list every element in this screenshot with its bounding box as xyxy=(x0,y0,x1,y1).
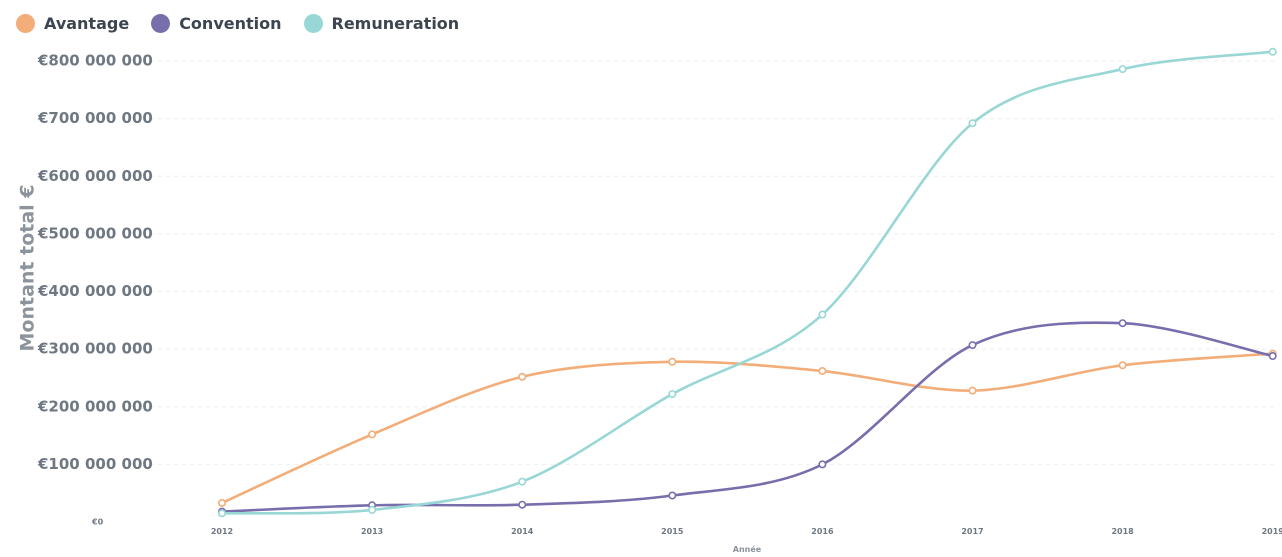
series-lines xyxy=(218,47,1277,518)
grid-lines xyxy=(150,60,1278,465)
y-tick-label: €100 000 000 xyxy=(37,455,153,473)
y-tick-label: €200 000 000 xyxy=(37,397,153,415)
y-tick-label: €500 000 000 xyxy=(37,224,153,242)
data-point-remuneration[interactable] xyxy=(668,390,677,399)
data-point-convention[interactable] xyxy=(668,491,677,500)
x-tick-label: 2018 xyxy=(1111,527,1134,536)
x-tick-label: 2016 xyxy=(811,527,834,536)
series-avantage xyxy=(218,349,1277,507)
data-point-convention[interactable] xyxy=(818,460,827,469)
y-tick-label: €400 000 000 xyxy=(37,282,153,300)
y-tick-label: €700 000 000 xyxy=(37,109,153,127)
data-point-convention[interactable] xyxy=(1268,352,1277,361)
data-point-convention[interactable] xyxy=(968,341,977,350)
legend-item-remuneration[interactable]: Remuneration xyxy=(303,13,460,33)
legend-swatch-convention xyxy=(151,13,171,33)
legend-item-convention[interactable]: Convention xyxy=(151,13,282,33)
data-point-convention[interactable] xyxy=(518,500,527,509)
series-remuneration xyxy=(218,47,1277,518)
data-point-remuneration[interactable] xyxy=(368,505,377,514)
y-tick-label: €600 000 000 xyxy=(37,167,153,185)
data-point-remuneration[interactable] xyxy=(518,477,527,486)
data-point-avantage[interactable] xyxy=(968,386,977,395)
series-line-avantage xyxy=(220,352,1274,505)
series-line-remuneration xyxy=(220,50,1274,515)
x-tick-label: 2015 xyxy=(661,527,684,536)
chart-legend: Avantage Convention Remuneration xyxy=(16,10,459,36)
data-point-remuneration[interactable] xyxy=(818,310,827,319)
data-point-avantage[interactable] xyxy=(818,367,827,376)
x-tick-label: 2019 xyxy=(1262,527,1282,536)
data-point-avantage[interactable] xyxy=(218,498,227,507)
legend-label-convention: Convention xyxy=(179,13,282,33)
legend-swatch-remuneration xyxy=(303,13,323,33)
data-point-avantage[interactable] xyxy=(1118,361,1127,370)
y-tick-label: €0 xyxy=(91,518,104,527)
y-axis-ticks: €0 €100 000 000 €200 000 000 €300 000 000 €4… xyxy=(37,52,153,527)
legend-label-remuneration: Remuneration xyxy=(331,13,460,33)
data-point-remuneration[interactable] xyxy=(218,509,227,518)
data-point-avantage[interactable] xyxy=(368,430,377,439)
data-point-convention[interactable] xyxy=(1118,319,1127,328)
x-tick-label: 2013 xyxy=(361,527,383,536)
data-point-avantage[interactable] xyxy=(518,372,527,381)
data-point-remuneration[interactable] xyxy=(1268,47,1277,56)
x-tick-label: 2017 xyxy=(961,527,983,536)
x-axis-ticks: 2012 2013 2014 2015 2016 2017 2018 2019 xyxy=(211,527,1282,536)
series-line-convention xyxy=(220,321,1274,513)
y-tick-label: €800 000 000 xyxy=(37,52,153,70)
data-point-avantage[interactable] xyxy=(668,357,677,366)
y-axis-label: Montant total € xyxy=(17,184,39,351)
legend-item-avantage[interactable]: Avantage xyxy=(16,13,130,33)
x-tick-label: 2012 xyxy=(211,527,233,536)
data-point-remuneration[interactable] xyxy=(968,119,977,128)
y-tick-label: €300 000 000 xyxy=(37,340,153,358)
x-axis-label: Année xyxy=(733,544,762,554)
legend-label-avantage: Avantage xyxy=(44,13,130,33)
data-point-remuneration[interactable] xyxy=(1118,65,1127,74)
legend-swatch-avantage xyxy=(16,13,35,33)
x-tick-label: 2014 xyxy=(511,527,534,536)
